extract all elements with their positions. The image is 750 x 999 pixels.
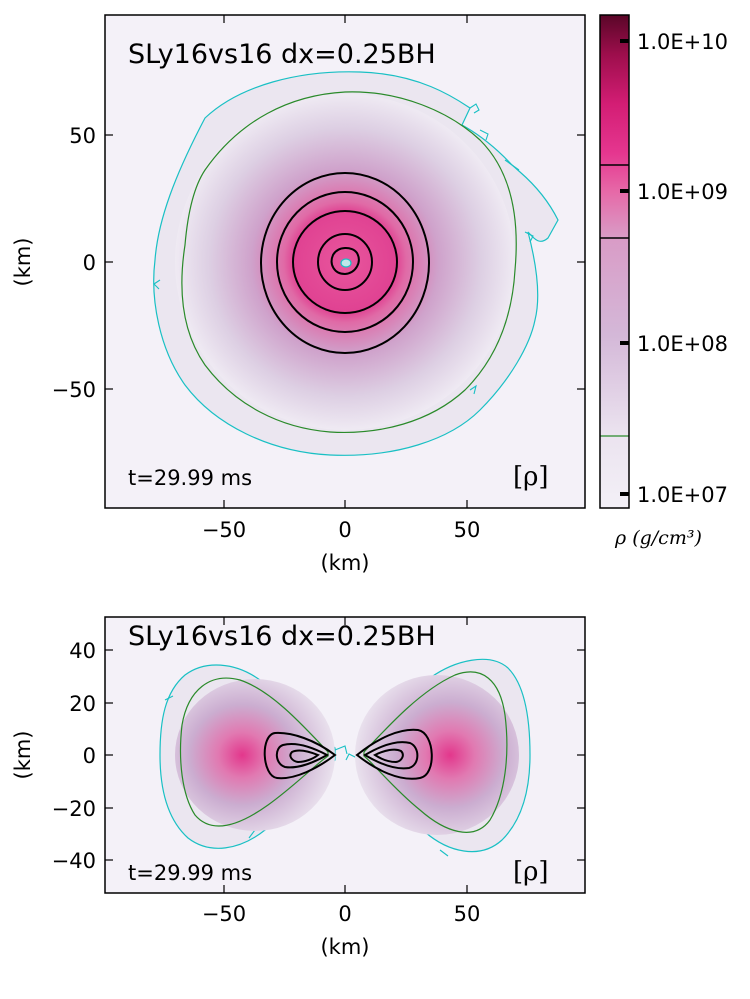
top-center-cyan xyxy=(340,258,352,268)
bottom-left-black-contour-3 xyxy=(289,749,320,764)
bottom-right-black-contour-2 xyxy=(363,741,419,770)
bottom-ticks xyxy=(105,617,585,893)
bottom-ytick-label: 40 xyxy=(69,639,96,663)
colorbar: 1.0E+10 1.0E+09 1.0E+08 1.0E+07 ρ (g/cm³… xyxy=(599,14,728,549)
bottom-y-axis-label: (km) xyxy=(11,730,35,779)
colorbar-tick xyxy=(620,39,629,43)
top-xtick-label: 0 xyxy=(338,518,351,542)
colorbar-tick xyxy=(620,492,629,496)
bottom-right-black-contour-1 xyxy=(355,728,433,780)
bottom-ytick-label: 20 xyxy=(69,692,96,716)
colorbar-tick xyxy=(620,189,629,193)
colorbar-tick-label: 1.0E+10 xyxy=(637,30,728,54)
top-ytick-label: 0 xyxy=(83,251,96,275)
colorbar-gradient xyxy=(600,15,629,508)
bottom-left-black-contour-2 xyxy=(275,743,330,769)
top-ytick-label: 50 xyxy=(69,124,96,148)
top-x-axis-label: (km) xyxy=(320,551,369,575)
bottom-time-label: t=29.99 ms xyxy=(128,861,252,885)
top-black-contour-2 xyxy=(276,191,414,333)
bottom-right-green-contour xyxy=(363,671,508,833)
top-xtick-label: −50 xyxy=(202,518,246,542)
bottom-x-axis-label: (km) xyxy=(320,935,369,959)
bottom-title: SLy16vs16 dx=0.25BH xyxy=(128,621,436,652)
top-green-contour xyxy=(181,91,517,434)
top-y-axis-label: (km) xyxy=(11,237,35,286)
top-xtick-label: 50 xyxy=(454,518,481,542)
top-ytick-label: −50 xyxy=(52,378,96,402)
bottom-ytick-label: −20 xyxy=(52,797,96,821)
colorbar-tick-label: 1.0E+07 xyxy=(637,483,728,507)
colorbar-tick-label: 1.0E+09 xyxy=(637,180,728,204)
colorbar-title: ρ (g/cm³) xyxy=(614,527,702,549)
bottom-xtick-label: −50 xyxy=(202,902,246,926)
bottom-right-black-contour-3 xyxy=(373,748,404,764)
bottom-left-density xyxy=(175,679,335,831)
top-black-contour-1 xyxy=(260,172,430,354)
top-cyan-ripples xyxy=(153,103,534,395)
bottom-left-black-contour-1 xyxy=(263,731,337,780)
top-time-label: t=29.99 ms xyxy=(128,466,252,490)
colorbar-tick xyxy=(620,341,629,345)
colorbar-tick-label: 1.0E+08 xyxy=(637,332,728,356)
top-panel: SLy16vs16 dx=0.25BH t=29.99 ms [ρ] −50 0… xyxy=(11,14,586,575)
top-ticks xyxy=(105,15,585,508)
bottom-cyan-ripples xyxy=(164,695,449,857)
top-black-contour-4 xyxy=(317,233,373,291)
bottom-ytick-label: −40 xyxy=(52,849,96,873)
top-variable-label: [ρ] xyxy=(513,462,549,492)
top-title: SLy16vs16 dx=0.25BH xyxy=(128,39,436,70)
bottom-ytick-label: 0 xyxy=(83,744,96,768)
bottom-xtick-label: 0 xyxy=(338,902,351,926)
bottom-right-density xyxy=(355,675,519,835)
colorbar-frame xyxy=(599,14,630,509)
bottom-variable-label: [ρ] xyxy=(513,857,549,887)
top-black-contour-5 xyxy=(330,247,360,276)
bottom-xtick-label: 50 xyxy=(454,902,481,926)
bottom-panel: SLy16vs16 dx=0.25BH t=29.99 ms [ρ] −50 0… xyxy=(11,616,586,959)
bottom-left-green-contour xyxy=(179,677,329,827)
top-black-contour-3 xyxy=(292,210,398,314)
